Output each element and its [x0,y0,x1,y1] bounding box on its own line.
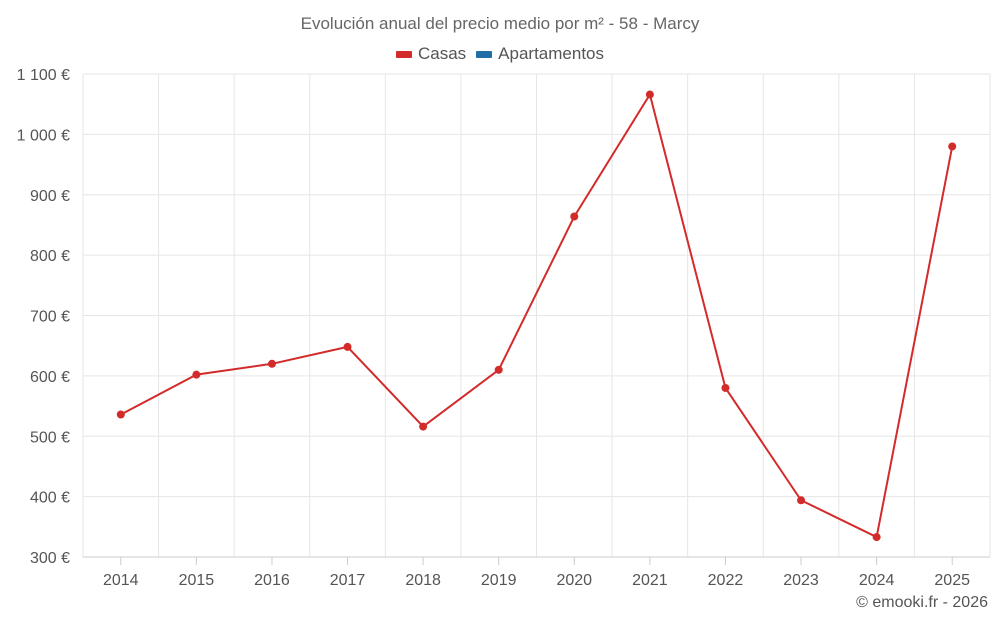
x-tick-label: 2022 [708,572,744,589]
chart-title: Evolución anual del precio medio por m² … [300,14,700,33]
data-point [797,496,806,505]
x-axis-ticks: 2014 2015 2016 2017 2018 2019 2020 2021 2022 2023… [103,557,970,589]
data-point [419,422,428,431]
x-tick-label: 2018 [405,572,441,589]
series-layer [116,90,957,542]
legend-label-casas: Casas [417,44,467,63]
data-point [343,342,352,351]
data-point [948,142,957,151]
x-tick-label: 2019 [481,572,517,589]
series-line-casas [120,93,954,539]
y-axis-ticks: 300 € 400 € 500 € 600 € 700 € 800 € 900 € 1 000… [17,67,70,567]
x-tick-label: 2015 [179,572,215,589]
x-tick-label: 2023 [783,572,819,589]
data-point [645,90,654,99]
x-tick-label: 2017 [330,572,366,589]
x-tick-label: 2025 [934,572,970,589]
data-point [267,359,276,368]
y-tick-label: 400 € [30,490,70,507]
x-tick-label: 2014 [103,572,139,589]
y-tick-label: 1 000 € [17,127,70,144]
legend-label-apartamentos: Apartamentos [498,44,605,63]
legend-item-apartamentos[interactable]: Apartamentos [476,44,604,64]
y-tick-label: 600 € [30,369,70,386]
data-point [192,370,201,379]
credit-text: © emooki.fr - 2026 [856,594,988,611]
data-point [570,212,579,221]
data-point [494,365,503,374]
y-tick-label: 300 € [30,550,70,567]
y-tick-label: 800 € [30,248,70,265]
x-tick-label: 2016 [254,572,290,589]
y-tick-label: 700 € [30,309,70,326]
x-tick-label: 2021 [632,572,668,589]
y-tick-label: 1 100 € [17,67,70,84]
data-point [721,383,730,392]
y-tick-label: 500 € [30,429,70,446]
legend-swatch-casas [395,50,412,58]
legend-item-casas[interactable]: Casas [395,44,467,64]
legend-swatch-apartamentos [476,50,493,58]
data-point [116,410,125,419]
legend: Casas Apartamentos [0,44,1000,64]
x-tick-label: 2020 [556,572,592,589]
data-point [872,533,881,542]
y-tick-label: 900 € [30,188,70,205]
x-tick-label: 2024 [859,572,895,589]
grid [82,73,991,557]
